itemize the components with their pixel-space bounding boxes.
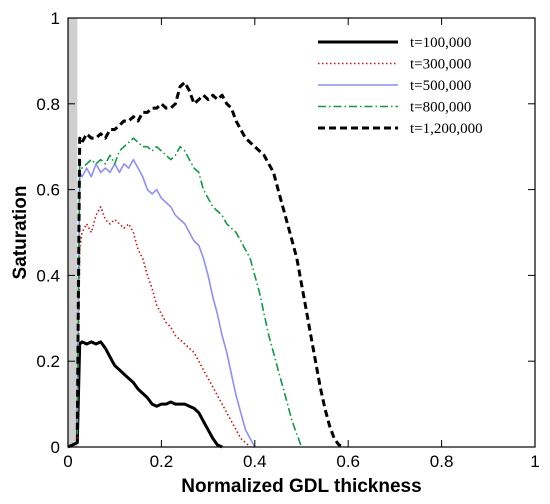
gdl-boundary-band	[68, 18, 78, 447]
ticks-layer: 0 0.2 0.4 0.6 0.8 1 0 0.2 0.4 0.6 0.8 1	[36, 9, 539, 471]
y-axis-label: Saturation	[10, 186, 31, 280]
x-tick-label: 0	[63, 452, 72, 471]
series-line-3	[76, 158, 256, 448]
x-tick-label: 1	[530, 452, 539, 471]
y-tick-label: 0.4	[36, 266, 60, 285]
y-tick-label: 0	[51, 438, 60, 457]
legend-label-5: t=1,200,000	[410, 121, 483, 137]
series-line-2	[76, 206, 251, 448]
x-axis-label: Normalized GDL thickness	[181, 476, 421, 497]
legend-label-1: t=100,000	[410, 35, 471, 51]
y-tick-label: 0.8	[36, 95, 60, 114]
x-tick-label: 0.6	[336, 452, 360, 471]
x-tick-label: 0.4	[243, 452, 267, 471]
legend: t=100,000 t=300,000 t=500,000 t=800,000 t=1,…	[318, 35, 483, 137]
series-line-4	[76, 137, 303, 448]
series-layer	[67, 80, 345, 449]
series-line-1	[67, 340, 223, 449]
legend-label-2: t=300,000	[410, 57, 471, 73]
y-tick-label: 0.6	[36, 181, 60, 200]
legend-label-3: t=500,000	[410, 78, 471, 94]
y-tick-label: 1	[51, 9, 60, 28]
x-tick-label: 0.8	[430, 452, 454, 471]
series-line-5	[75, 80, 345, 449]
legend-label-4: t=800,000	[410, 100, 471, 116]
y-tick-label: 0.2	[36, 352, 60, 371]
plot-frame	[67, 17, 536, 448]
x-tick-label: 0.2	[150, 452, 174, 471]
